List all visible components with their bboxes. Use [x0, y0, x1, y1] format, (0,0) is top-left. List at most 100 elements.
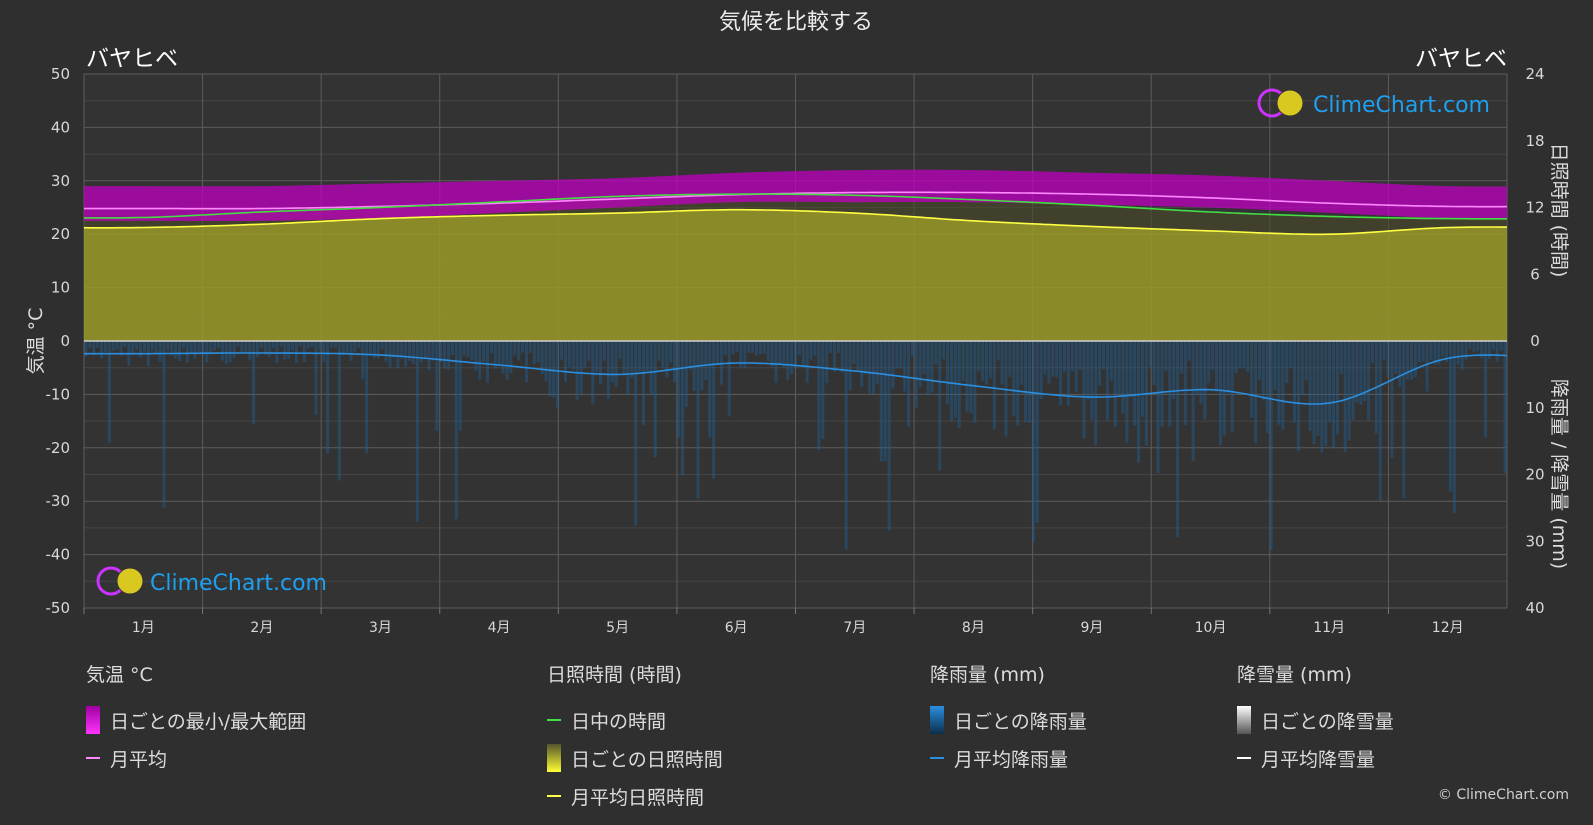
rain-daily-bar [996, 341, 1000, 361]
y-right-sun-tick-label: 6 [1530, 265, 1540, 283]
rain-daily-bar [1484, 341, 1488, 438]
rain-daily-bar [84, 341, 88, 357]
rain-daily-bar [107, 341, 111, 443]
rain-daily-bar [1437, 341, 1441, 365]
x-tick-label: 3月 [369, 620, 392, 636]
rain-daily-bar [1332, 341, 1336, 449]
rain-daily-bar [88, 341, 92, 349]
rain-daily-bar [1183, 341, 1187, 426]
rain-daily-bar [762, 341, 766, 354]
rain-daily-bar [571, 341, 575, 370]
rain-daily-bar [357, 341, 361, 348]
rain-daily-bar [1495, 341, 1499, 362]
rain-daily-bar [544, 341, 548, 382]
legend-label: 日ごとの最小/最大範囲 [110, 710, 307, 733]
rain-daily-bar [419, 341, 423, 363]
rain-daily-bar [1070, 341, 1074, 372]
rain-daily-bar [131, 341, 135, 356]
rain-daily-bar [801, 341, 805, 368]
rain-daily-bar [236, 341, 240, 347]
y-left-tick-label: 50 [51, 65, 70, 83]
rain-daily-bar [1499, 341, 1503, 351]
x-tick-label: 6月 [725, 620, 748, 636]
y-left-tick-label: -10 [46, 385, 71, 403]
rain-daily-bar [384, 341, 388, 362]
rain-daily-bar [1074, 341, 1078, 393]
brand-logo-top: ClimeChart.com [1257, 88, 1490, 118]
rain-daily-bar [388, 341, 392, 368]
rain-daily-bar [1296, 341, 1300, 452]
rain-daily-bar [992, 341, 996, 430]
y-left-tick-label: 40 [51, 118, 70, 136]
rain-daily-bar [415, 341, 419, 522]
rain-daily-bar [914, 341, 918, 408]
rain-daily-bar [1012, 341, 1016, 417]
rain-daily-bar [981, 341, 985, 381]
rain-daily-bar [953, 341, 957, 418]
rain-daily-bar [809, 341, 813, 360]
rain-daily-bar [1055, 341, 1059, 378]
legend-swatch [86, 757, 100, 759]
rain-daily-bar [166, 341, 170, 351]
rain-daily-bar [977, 341, 981, 372]
y-left-tick-label: 0 [60, 332, 70, 350]
rain-daily-bar [361, 341, 365, 380]
rain-daily-bar [1355, 341, 1359, 403]
rain-daily-bar [805, 341, 809, 383]
y-left-tick-label: -20 [46, 439, 71, 457]
rain-daily-bar [1242, 341, 1246, 368]
rain-daily-bar [848, 341, 852, 391]
legend-swatch [547, 795, 561, 797]
rain-daily-bar [306, 341, 310, 349]
legend-sun-daily: 日ごとの日照時間 [547, 739, 723, 777]
rain-daily-bar [602, 341, 606, 361]
y-right-sun-tick-label: 12 [1525, 199, 1544, 217]
rain-daily-bar [427, 341, 431, 370]
rain-daily-bar [1063, 341, 1067, 373]
rain-daily-bar [1468, 341, 1472, 350]
rain-daily-bar [661, 341, 665, 368]
rain-daily-bar [213, 341, 217, 351]
rain-daily-bar [1094, 341, 1098, 446]
rain-daily-bar [1421, 341, 1425, 362]
rain-daily-bar [817, 341, 821, 450]
rain-daily-bar [517, 341, 521, 361]
rain-daily-bar [454, 341, 458, 520]
rain-daily-bar [1261, 341, 1265, 401]
rain-daily-bar [786, 341, 790, 381]
rain-daily-bar [158, 341, 162, 362]
rain-daily-bar [275, 341, 279, 364]
rain-daily-bar [1265, 341, 1269, 434]
brand-logo-bottom: ClimeChart.com [96, 566, 327, 596]
rain-daily-bar [755, 341, 759, 356]
rain-daily-bar [1254, 341, 1258, 444]
rain-daily-bar [1160, 341, 1164, 428]
rain-daily-bar [1452, 341, 1456, 513]
x-tick-label: 12月 [1432, 620, 1464, 636]
rain-daily-bar [1008, 341, 1012, 377]
rain-daily-bar [205, 341, 209, 363]
rain-daily-bar [322, 341, 326, 362]
rain-daily-bar [1000, 341, 1004, 385]
rain-daily-bar [123, 341, 127, 348]
rain-daily-bar [719, 341, 723, 385]
rain-daily-bar [583, 341, 587, 369]
rain-daily-bar [747, 341, 751, 353]
rain-daily-bar [536, 341, 540, 363]
rain-daily-bar [579, 341, 583, 395]
rain-daily-bar [400, 341, 404, 360]
rain-daily-bar [1316, 341, 1320, 436]
rain-daily-bar [879, 341, 883, 462]
rain-daily-bar [1059, 341, 1063, 406]
rain-daily-bar [797, 341, 801, 356]
rain-daily-bar [1191, 341, 1195, 461]
rain-daily-bar [345, 341, 349, 353]
rain-daily-bar [1101, 341, 1105, 370]
rain-daily-bar [1035, 341, 1039, 523]
y-right-precip-tick-label: 10 [1525, 399, 1544, 417]
rain-daily-bar [283, 341, 287, 360]
rain-daily-bar [349, 341, 353, 361]
x-tick-label: 8月 [962, 620, 985, 636]
rain-daily-bar [244, 341, 248, 354]
rain-daily-bar [248, 341, 252, 360]
